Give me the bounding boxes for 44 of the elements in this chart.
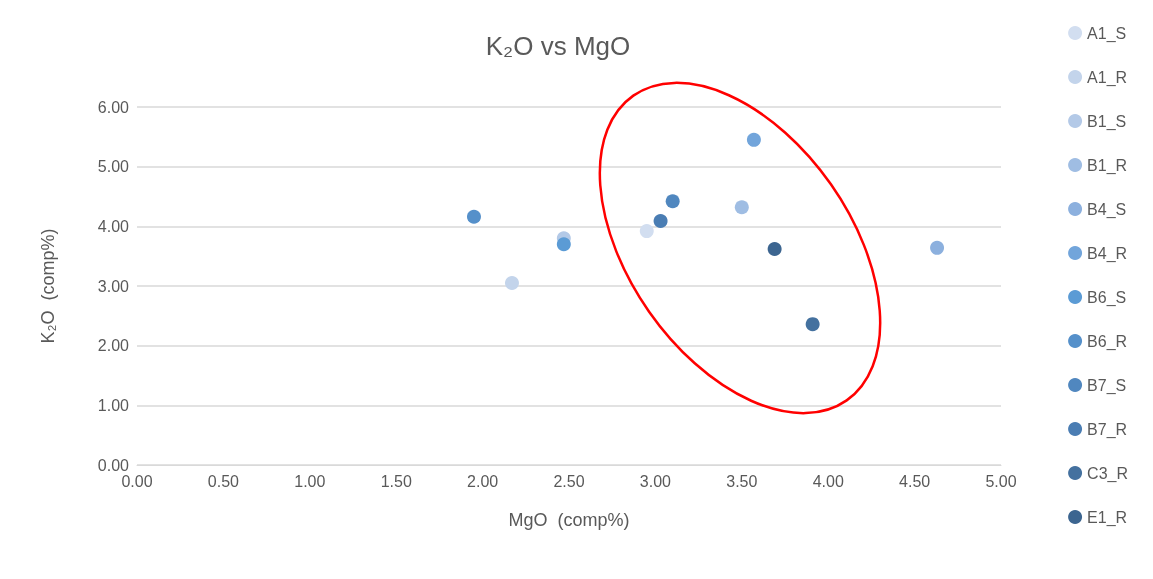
- x-tick-label: 4.50: [899, 472, 931, 490]
- point: [734, 200, 749, 215]
- legend-label: B7_S: [1087, 376, 1127, 395]
- legend-label: B1_S: [1087, 112, 1127, 131]
- legend-label: B4_S: [1087, 200, 1127, 219]
- x-tick-label: 3.00: [639, 472, 672, 490]
- x-tick-label: 3.50: [726, 472, 758, 490]
- point: [504, 276, 519, 291]
- x-tick-label: 1.50: [380, 472, 412, 490]
- point: [930, 240, 945, 255]
- legend-label: B4_R: [1087, 244, 1128, 263]
- legend-label: B6_S: [1087, 288, 1127, 307]
- y-tick-label: 1.00: [97, 396, 130, 414]
- legend-label: B7_R: [1087, 420, 1128, 439]
- legend-label: B1_R: [1087, 156, 1128, 175]
- x-axis-title: MgO (comp%): [508, 510, 630, 530]
- point: [653, 213, 668, 228]
- point: [556, 237, 571, 252]
- point: [805, 317, 820, 332]
- x-tick-label: 2.50: [553, 472, 585, 490]
- y-tick-label: 0.00: [97, 456, 130, 474]
- point: [466, 209, 481, 224]
- legend-label: A1_S: [1087, 24, 1127, 43]
- y-axis-title: K₂O (comp%): [38, 228, 58, 344]
- x-tick-label: 2.00: [467, 472, 499, 490]
- legend-label: A1_R: [1087, 68, 1128, 87]
- point: [639, 224, 654, 239]
- y-tick-label: 5.00: [97, 158, 130, 176]
- x-tick-label: 0.00: [121, 472, 153, 490]
- x-tick-label: 0.50: [207, 472, 240, 490]
- x-tick-label: 1.00: [294, 472, 326, 490]
- y-tick-label: 2.00: [97, 337, 130, 355]
- legend-label: C3_R: [1087, 464, 1128, 483]
- point: [767, 242, 782, 256]
- x-tick-label: 5.00: [985, 472, 1017, 490]
- y-tick-label: 3.00: [97, 277, 130, 295]
- x-tick-label: 4.00: [812, 472, 844, 490]
- y-tick-label: 6.00: [97, 98, 130, 116]
- legend-label: B6_R: [1087, 332, 1128, 351]
- point: [665, 194, 680, 209]
- point: [746, 132, 761, 147]
- legend-label: E1_R: [1087, 508, 1128, 527]
- y-tick-label: 4.00: [97, 217, 130, 235]
- chart-title: K₂O vs MgO: [485, 31, 631, 61]
